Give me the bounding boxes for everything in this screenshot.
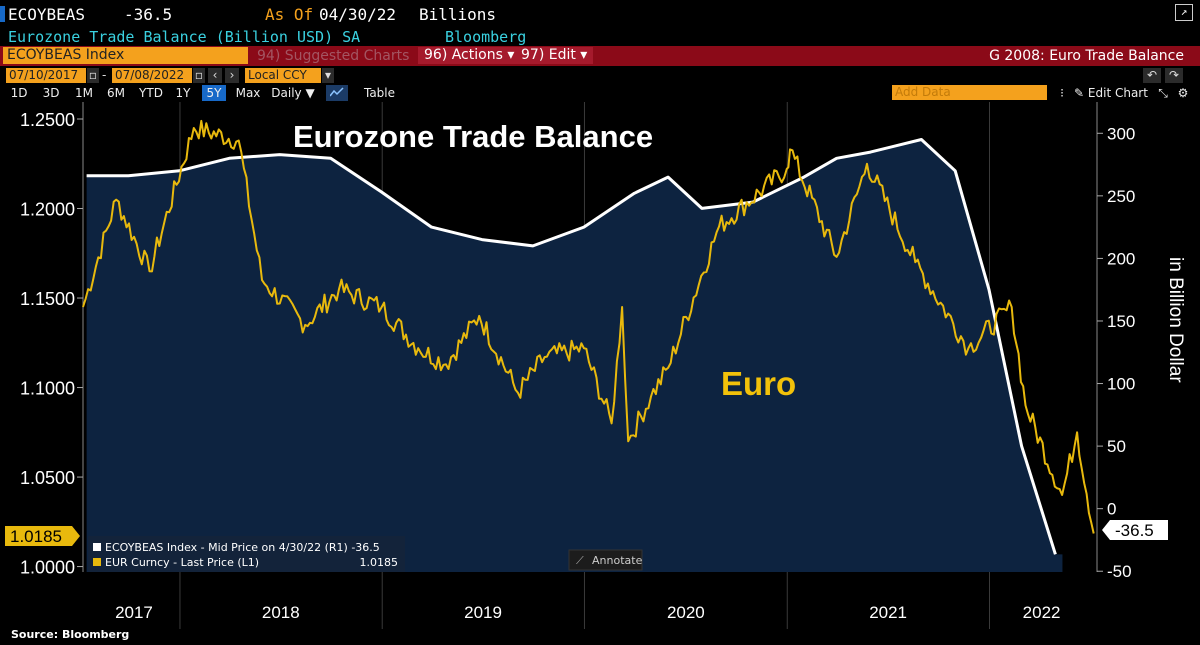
series-description: Eurozone Trade Balance (Billion USD) SA <box>8 28 361 46</box>
range-button-3d[interactable]: 3D <box>42 86 60 100</box>
chart-title: G 2008: Euro Trade Balance <box>989 48 1184 64</box>
currency-select[interactable]: Local CCY <box>245 68 321 83</box>
redo-icon[interactable]: ↷ <box>1165 68 1183 83</box>
annotate-label: Annotate <box>592 554 643 567</box>
legend-label-euro: EUR Curncy - Last Price (L1) <box>105 556 259 569</box>
euro-price-line <box>82 119 1095 534</box>
frequency-select[interactable]: Daily ▼ <box>271 86 315 100</box>
range-dash: - <box>102 68 107 82</box>
expand-icon[interactable]: ⤡ <box>1158 86 1168 100</box>
left-tick-label: 1.2500 <box>20 110 75 130</box>
x-tick-label: 2018 <box>262 603 300 622</box>
line-chart-icon[interactable] <box>326 85 348 101</box>
function-toolbar: ECOYBEAS Index 94) Suggested Charts 96) … <box>0 46 1200 66</box>
right-tick-label: 200 <box>1107 249 1135 268</box>
unit-label: Billions <box>419 5 497 24</box>
table-button[interactable]: Table <box>363 86 396 100</box>
right-tick-label: 150 <box>1107 312 1135 331</box>
end-calendar-icon[interactable]: ▫ <box>193 68 205 83</box>
legend-value-euro: 1.0185 <box>360 556 399 569</box>
range-button-1d[interactable]: 1D <box>10 86 28 100</box>
left-axis: 1.2500 1.2000 1.1500 1.1000 1.0500 1.0000 <box>20 110 83 578</box>
range-button-1y[interactable]: 1Y <box>175 86 191 100</box>
right-axis-title: in Billion Dollar <box>1165 257 1186 383</box>
edit-menu[interactable]: 97) Edit ▾ <box>515 47 594 64</box>
right-tick-label: 100 <box>1107 375 1135 394</box>
right-tick-label: 300 <box>1107 124 1135 143</box>
trade-balance-area <box>86 139 1063 572</box>
end-date-input[interactable]: 07/08/2022 <box>112 68 192 83</box>
annotate-button[interactable]: ⟋ Annotate <box>568 549 643 571</box>
share-icon[interactable]: ↗ <box>1175 4 1193 21</box>
actions-menu[interactable]: 96) Actions ▾ <box>418 47 521 64</box>
x-tick-label: 2019 <box>464 603 502 622</box>
chart-legend: ECOYBEAS Index - Mid Price on 4/30/22 (R… <box>88 536 405 572</box>
last-value: -36.5 <box>124 5 173 24</box>
x-tick-label: 2020 <box>667 603 705 622</box>
settings-icon[interactable]: ⁝ <box>1060 86 1064 100</box>
source-note: Source: Bloomberg <box>11 628 129 641</box>
undo-icon[interactable]: ↶ <box>1143 68 1161 83</box>
range-button-ytd[interactable]: YTD <box>139 86 163 100</box>
x-tick-label: 2021 <box>869 603 907 622</box>
add-data-input[interactable]: Add Data <box>892 85 1047 100</box>
range-button-5y[interactable]: 5Y <box>202 85 226 101</box>
ticker-marker <box>0 6 5 22</box>
x-tick-label: 2017 <box>115 603 153 622</box>
x-axis: 2017 2018 2019 2020 2021 2022 <box>115 603 1060 622</box>
as-of-label: As Of <box>265 5 314 24</box>
legend-swatch-euro <box>93 558 101 566</box>
range-button-1m[interactable]: 1M <box>75 86 93 100</box>
range-button-6m[interactable]: 6M <box>107 86 125 100</box>
legend-label-trade: ECOYBEAS Index - Mid Price on 4/30/22 (R… <box>105 541 380 554</box>
last-price-tag-left: 1.0185 <box>5 526 80 546</box>
left-tick-label: 1.2000 <box>20 200 75 220</box>
trade-balance-line <box>86 138 1057 555</box>
last-value-right-text: -36.5 <box>1115 521 1154 540</box>
as-of-date: 04/30/22 <box>319 5 397 24</box>
right-tick-label: 250 <box>1107 187 1135 206</box>
legend-swatch-trade <box>93 543 101 551</box>
right-tick-label: -50 <box>1107 562 1132 581</box>
description-row: Eurozone Trade Balance (Billion USD) SA … <box>0 28 1200 46</box>
right-axis: 300 250 200 150 100 50 0 -50 <box>1097 124 1135 581</box>
range-button-max[interactable]: Max <box>235 86 261 100</box>
start-calendar-icon[interactable]: ▫ <box>87 68 99 83</box>
right-tick-label: 0 <box>1107 500 1116 519</box>
main-title: Eurozone Trade Balance <box>293 119 653 154</box>
prev-period-icon[interactable]: ‹ <box>208 68 222 83</box>
left-tick-label: 1.1000 <box>20 379 75 399</box>
last-value-tag-right: -36.5 <box>1102 520 1168 540</box>
settings-gear-icon[interactable]: ⚙ <box>1177 86 1189 100</box>
annotate-icon: ⟋ <box>576 554 584 567</box>
range-toolbar: 1D 3D 1M 6M YTD 1Y 5Y Max Daily ▼ Table … <box>0 84 1200 102</box>
suggested-charts-button[interactable]: 94) Suggested Charts <box>257 48 410 64</box>
security-field[interactable]: ECOYBEAS Index <box>3 47 248 64</box>
start-date-input[interactable]: 07/10/2017 <box>6 68 86 83</box>
source-tag: Bloomberg <box>445 28 527 46</box>
ticker-symbol: ECOYBEAS <box>8 5 86 24</box>
left-tick-label: 1.0000 <box>20 558 75 578</box>
next-period-icon[interactable]: › <box>225 68 239 83</box>
left-tick-label: 1.0500 <box>20 468 75 488</box>
price-chart[interactable]: 1.2500 1.2000 1.1500 1.1000 1.0500 1.0000 300… <box>0 102 1200 645</box>
currency-dropdown-icon[interactable]: ▾ <box>322 68 334 83</box>
security-header: ECOYBEAS -36.5 As Of 04/30/22 Billions ↗ <box>0 0 1200 28</box>
euro-label: Euro <box>721 365 796 402</box>
edit-chart-button[interactable]: ✎ Edit Chart <box>1074 86 1148 100</box>
date-range-row: 07/10/2017 ▫ - 07/08/2022 ▫ ‹ › Local CC… <box>0 67 1200 83</box>
last-price-left-text: 1.0185 <box>10 527 62 546</box>
x-tick-label: 2022 <box>1023 603 1061 622</box>
right-tick-label: 50 <box>1107 437 1126 456</box>
left-tick-label: 1.1500 <box>20 289 75 309</box>
